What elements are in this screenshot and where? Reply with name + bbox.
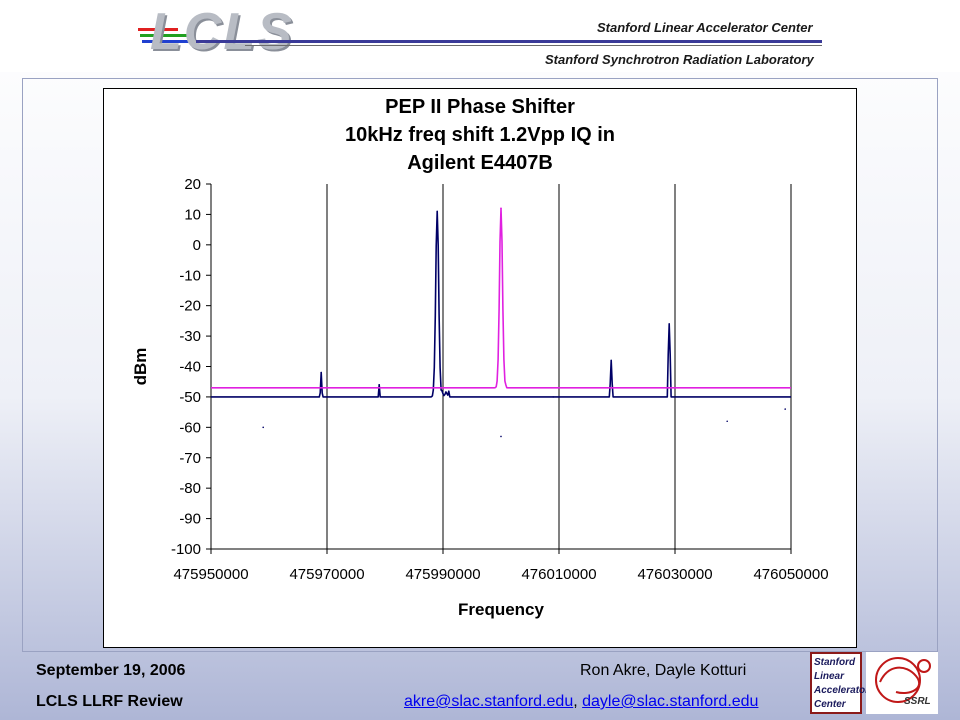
slac-logo-line-2: Linear	[814, 671, 845, 682]
chart-title: PEP II Phase Shifter 10kHz freq shift 1.…	[104, 93, 856, 177]
slac-logo-line-1: Stanford	[814, 657, 856, 668]
ssrl-logo: SSRL	[866, 652, 938, 714]
x-tick-label-3: 476010000	[521, 566, 596, 583]
x-tick-label-0: 475950000	[173, 566, 248, 583]
y-axis-label: dBm	[131, 348, 150, 386]
slide-header: LCLS Stanford Linear Accelerator Center …	[0, 0, 960, 72]
y-tick-label-4: -20	[179, 298, 201, 315]
series-navy-peak-1	[320, 371, 322, 374]
y-tick-label-12: -100	[171, 541, 201, 558]
series-navy-peak-7	[668, 323, 670, 325]
y-tick-label-9: -70	[179, 450, 201, 467]
footer-authors: Ron Akre, Dayle Kotturi	[580, 662, 747, 679]
header-rule-thin	[245, 45, 822, 46]
y-tick-label-5: -30	[179, 328, 201, 345]
series-navy-peak-6	[610, 359, 612, 362]
series-magenta-peak-0	[500, 207, 502, 210]
series-navy-peak-3	[436, 210, 439, 213]
slac-logo-line-3: Accelerator	[814, 685, 870, 696]
x-tick-label-1: 475970000	[289, 566, 364, 583]
chart-title-line-1: PEP II Phase Shifter	[385, 96, 575, 118]
series-navy-peak-0	[262, 426, 264, 429]
y-tick-label-2: 0	[193, 237, 201, 254]
slac-logo: Stanford Linear Accelerator Center	[810, 652, 870, 714]
y-tick-label-10: -80	[179, 480, 201, 497]
series-navy-peak-2	[378, 383, 381, 386]
chart-title-line-3: Agilent E4407B	[407, 152, 553, 174]
email-separator: ,	[573, 693, 583, 710]
logo-stripe-red	[138, 28, 178, 31]
footer-review-title: LCLS LLRF Review	[36, 693, 183, 710]
footer-emails: akre@slac.stanford.edu, dayle@slac.stanf…	[404, 693, 758, 711]
y-tick-label-8: -60	[179, 419, 201, 436]
y-tick-label-11: -90	[179, 511, 201, 528]
y-tick-label-6: -40	[179, 359, 201, 376]
series-navy-peak-9	[784, 408, 786, 410]
email-link-kotturi[interactable]: dayle@slac.stanford.edu	[582, 693, 759, 710]
org-name-ssrl: Stanford Synchrotron Radiation Laborator…	[545, 52, 814, 67]
lcls-logo: LCLS	[150, 3, 294, 61]
y-tick-label-1: 10	[184, 206, 201, 223]
ssrl-logo-text: SSRL	[904, 696, 931, 707]
org-name-slac: Stanford Linear Accelerator Center	[597, 20, 813, 35]
series-navy-peak-5	[552, 396, 554, 398]
chart-svg: 20 10 0 -10 -20 -30 -40 -50 -60 -70 -80 -90 -100 4759…	[131, 176, 829, 619]
footer-date: September 19, 2006	[36, 662, 186, 679]
y-tick-label-0: 20	[184, 176, 201, 193]
email-link-akre[interactable]: akre@slac.stanford.edu	[404, 693, 574, 710]
y-tick-label-7: -50	[179, 389, 201, 406]
logo-stripe-blue	[142, 40, 192, 43]
chart-title-line-2: 10kHz freq shift 1.2Vpp IQ in	[344, 124, 616, 146]
x-tick-label-5: 476050000	[753, 566, 828, 583]
ssrl-logo-graphic	[875, 657, 931, 703]
series-navy-peak-8	[726, 420, 728, 423]
logo-stripe-green	[140, 34, 190, 37]
x-tick-label-2: 475990000	[405, 566, 480, 583]
slac-logo-line-4: Center	[814, 699, 846, 710]
slide-content-frame	[22, 78, 938, 652]
x-tick-label-4: 476030000	[637, 566, 712, 583]
series-line-magenta	[211, 207, 791, 389]
series-navy-peak-4	[500, 435, 502, 438]
y-tick-label-3: -10	[179, 267, 201, 284]
header-rule	[196, 40, 822, 43]
chart-panel: PEP II Phase Shifter 10kHz freq shift 1.…	[103, 88, 857, 648]
x-axis-label: Frequency	[458, 600, 545, 619]
series-line-navy	[211, 210, 791, 398]
